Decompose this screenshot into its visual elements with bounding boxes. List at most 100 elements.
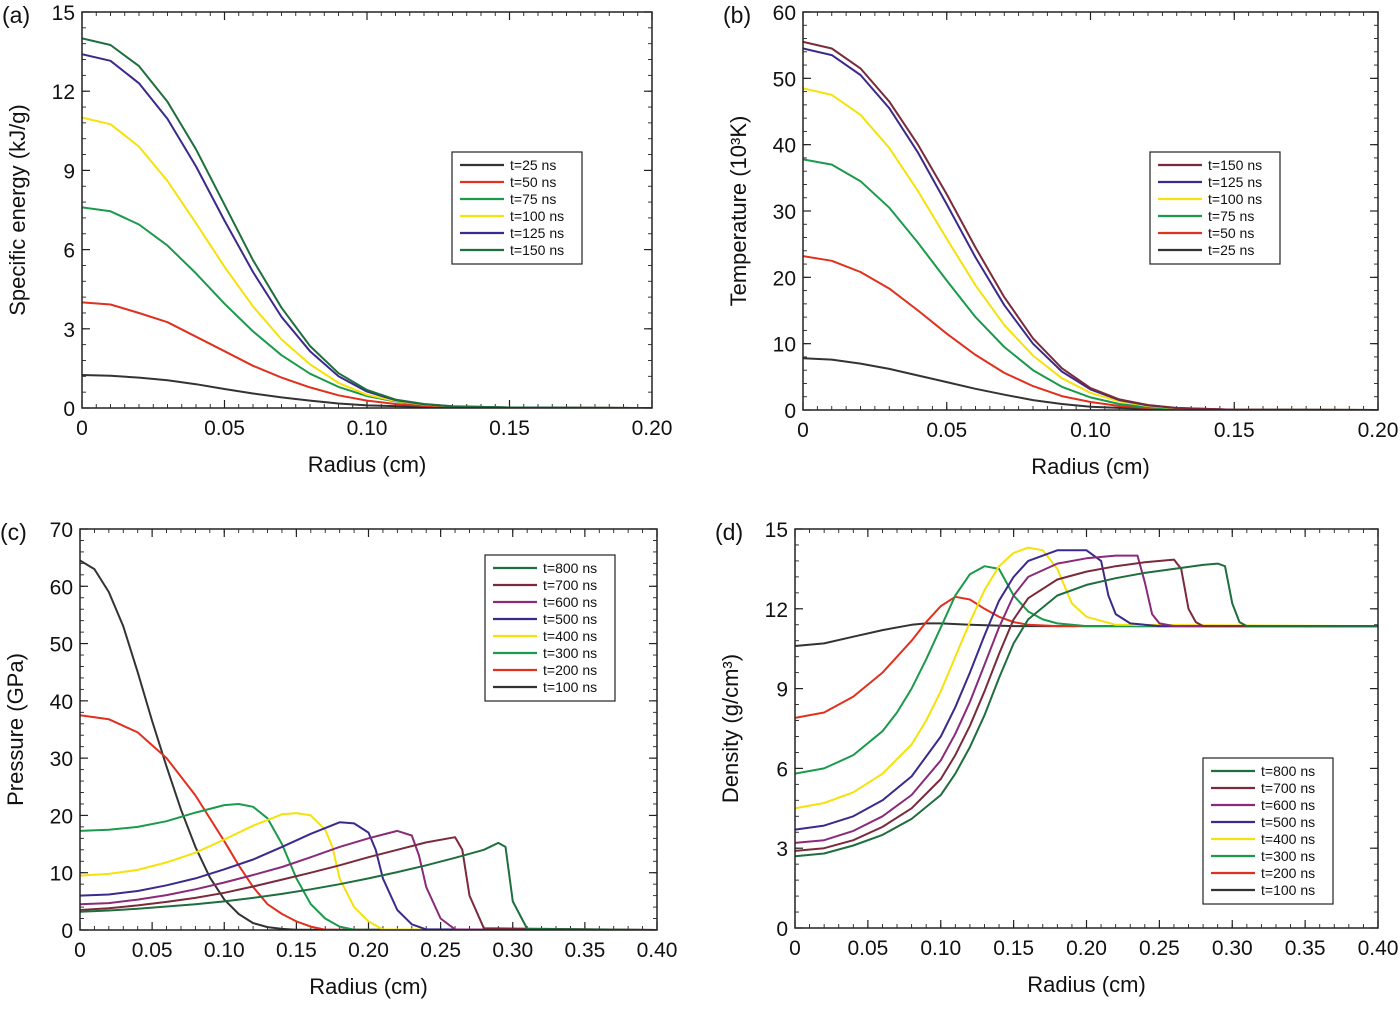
y-tick-label: 0 xyxy=(61,920,73,943)
series-line xyxy=(803,357,1378,410)
y-tick-label: 3 xyxy=(63,319,75,342)
y-tick-label: 40 xyxy=(773,135,796,158)
x-tick-label: 0.35 xyxy=(1285,937,1326,960)
x-tick-label: 0.10 xyxy=(347,417,388,440)
legend-label: t=100 ns xyxy=(1261,882,1315,898)
legend-label: t=700 ns xyxy=(1261,780,1315,796)
y-tick-label: 9 xyxy=(63,160,75,183)
x-tick-label: 0.35 xyxy=(564,939,605,962)
x-tick-label: 0 xyxy=(74,939,86,962)
legend: t=150 nst=125 nst=100 nst=75 nst=50 nst=… xyxy=(1149,151,1281,265)
legend-box xyxy=(1149,151,1281,265)
legend-label: t=100 ns xyxy=(510,208,564,224)
legend-box xyxy=(484,554,616,702)
legend-label: t=800 ns xyxy=(543,560,597,576)
y-tick-label: 10 xyxy=(50,863,73,886)
x-axis-label: Radius (cm) xyxy=(1027,972,1146,997)
series-line xyxy=(795,546,1378,810)
legend-label: t=50 ns xyxy=(1208,225,1254,241)
series-line xyxy=(80,836,657,930)
y-tick-label: 30 xyxy=(50,748,73,771)
y-axis-label: Temperature (10³K) xyxy=(726,116,751,307)
panel-0: 0 0.05 0.10 0.15 0.20 0 3 6 9 12 15 Radius (cm) Spec… xyxy=(2,2,672,477)
panel-label: (c) xyxy=(0,519,27,545)
legend-label: t=75 ns xyxy=(510,191,556,207)
y-tick-label: 60 xyxy=(773,2,796,25)
series-line xyxy=(795,565,1378,775)
x-tick-label: 0.10 xyxy=(920,937,961,960)
legend-label: t=50 ns xyxy=(510,174,556,190)
y-tick-label: 0 xyxy=(63,398,75,421)
series-line xyxy=(80,841,657,930)
x-tick-label: 0.20 xyxy=(1358,419,1399,442)
series-line xyxy=(80,714,657,930)
x-tick-label: 0 xyxy=(76,417,88,440)
y-axis-label: Pressure (GPa) xyxy=(3,653,28,806)
y-tick-label: 12 xyxy=(52,81,75,104)
x-tick-label: 0.05 xyxy=(847,937,888,960)
y-tick-label: 20 xyxy=(773,267,796,290)
x-tick-label: 0.15 xyxy=(1214,419,1255,442)
panel-2: 0 0.05 0.10 0.15 0.20 0.25 0.30 0.35 0.40 0 10 20 30… xyxy=(0,519,677,999)
series-line xyxy=(795,558,1378,852)
panel-1: 0 0.05 0.10 0.15 0.20 0 10 20 30 40 50 60 Radius (cm… xyxy=(723,2,1398,479)
legend-label: t=400 ns xyxy=(1261,831,1315,847)
series-line xyxy=(82,301,652,408)
series-line xyxy=(80,803,657,930)
legend-label: t=100 ns xyxy=(543,679,597,695)
y-axis-label: Density (g/cm³) xyxy=(718,654,743,803)
y-tick-label: 20 xyxy=(50,805,73,828)
legend-label: t=100 ns xyxy=(1208,191,1262,207)
y-tick-label: 12 xyxy=(765,599,788,622)
y-tick-label: 0 xyxy=(784,400,796,423)
y-tick-label: 15 xyxy=(52,2,75,25)
x-axis-label: Radius (cm) xyxy=(309,974,428,999)
x-tick-label: 0.30 xyxy=(492,939,533,962)
x-tick-label: 0.20 xyxy=(632,417,673,440)
legend-label: t=200 ns xyxy=(1261,865,1315,881)
x-tick-label: 0.40 xyxy=(637,939,678,962)
legend-label: t=25 ns xyxy=(510,157,556,173)
x-tick-label: 0.25 xyxy=(420,939,461,962)
series-line xyxy=(795,595,1378,719)
plot-frame xyxy=(79,528,658,931)
y-tick-label: 30 xyxy=(773,201,796,224)
legend-label: t=300 ns xyxy=(543,645,597,661)
legend-label: t=75 ns xyxy=(1208,208,1254,224)
series-line xyxy=(795,549,1378,831)
y-tick-label: 6 xyxy=(776,758,788,781)
y-tick-label: 50 xyxy=(773,68,796,91)
panel-3: 0 0.05 0.10 0.15 0.20 0.25 0.30 0.35 0.40 0 3 6 9 12 1… xyxy=(715,519,1398,997)
x-tick-label: 0.20 xyxy=(348,939,389,962)
series-line xyxy=(80,829,657,930)
x-tick-label: 0.20 xyxy=(1066,937,1107,960)
series-line xyxy=(803,87,1378,410)
legend-label: t=600 ns xyxy=(1261,797,1315,813)
legend-label: t=125 ns xyxy=(1208,174,1262,190)
x-tick-label: 0.15 xyxy=(489,417,530,440)
x-tick-label: 0.05 xyxy=(926,419,967,442)
legend-box xyxy=(1202,757,1334,905)
x-tick-label: 0.15 xyxy=(993,937,1034,960)
legend: t=800 nst=700 nst=600 nst=500 nst=400 ns… xyxy=(484,554,616,702)
y-tick-label: 15 xyxy=(765,519,788,542)
legend-label: t=800 ns xyxy=(1261,763,1315,779)
series-line xyxy=(80,821,657,930)
legend-label: t=150 ns xyxy=(510,242,564,258)
series-line xyxy=(80,559,657,930)
series-line xyxy=(795,562,1378,858)
legend-label: t=400 ns xyxy=(543,628,597,644)
plot-frame xyxy=(794,528,1379,929)
legend-label: t=300 ns xyxy=(1261,848,1315,864)
y-tick-label: 70 xyxy=(50,519,73,542)
panel-label: (b) xyxy=(723,2,751,28)
y-tick-label: 60 xyxy=(50,576,73,599)
x-axis-label: Radius (cm) xyxy=(1031,454,1150,479)
x-tick-label: 0.05 xyxy=(204,417,245,440)
legend-label: t=150 ns xyxy=(1208,157,1262,173)
y-axis-label: Specific energy (kJ/g) xyxy=(5,104,30,316)
y-tick-label: 6 xyxy=(63,240,75,263)
plot-frame xyxy=(802,11,1379,411)
y-tick-label: 3 xyxy=(776,838,788,861)
x-tick-label: 0.25 xyxy=(1139,937,1180,960)
